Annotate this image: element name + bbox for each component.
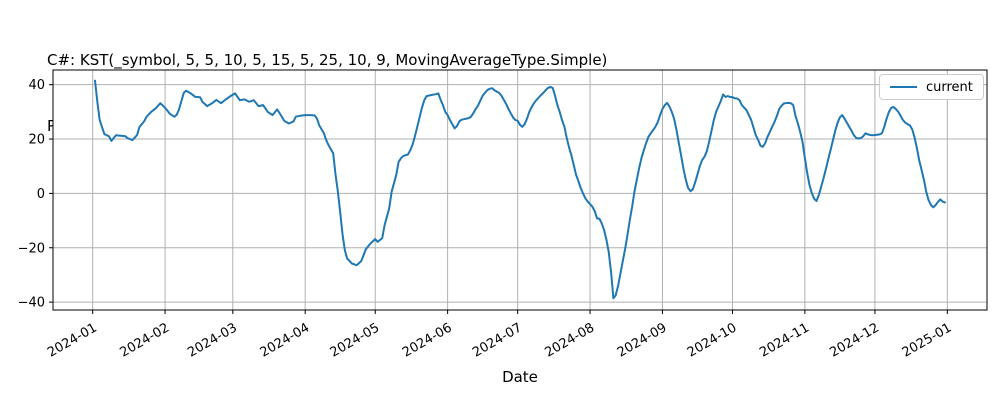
- x-tick-label: 2024-02: [118, 320, 173, 360]
- x-tick-label: 2024-09: [615, 320, 670, 360]
- y-tick-label: 20: [28, 133, 45, 148]
- y-tick-label: 40: [28, 78, 45, 93]
- x-tick-label: 2024-11: [757, 320, 812, 360]
- x-tick-label: 2024-08: [543, 320, 598, 360]
- plot-background: [53, 70, 987, 310]
- x-tick-label: 2025-01: [900, 320, 955, 360]
- legend-label: current: [926, 79, 973, 95]
- title-line-csharp: C#: KST(_symbol, 5, 5, 10, 5, 15, 5, 25,…: [47, 51, 608, 69]
- x-tick-label: 2024-07: [470, 320, 525, 360]
- legend-line-sample: [890, 86, 917, 88]
- x-tick-label: 2024-04: [258, 320, 313, 360]
- x-tick-label: 2024-03: [185, 320, 240, 360]
- x-tick-label: 2024-01: [45, 320, 100, 360]
- x-tick-label: 2024-06: [400, 320, 455, 360]
- x-tick-label: 2024-10: [685, 320, 740, 360]
- legend: current: [879, 74, 984, 100]
- y-tick-label: −40: [18, 296, 45, 311]
- plot-border: [52, 69, 988, 311]
- x-axis-label-wrap: Date: [0, 368, 1000, 386]
- y-tick-label: 0: [37, 187, 45, 202]
- x-axis-label: Date: [502, 368, 538, 386]
- x-tick-label: 2024-05: [328, 320, 383, 360]
- series-line-current: [94, 79, 946, 300]
- y-tick-label: −20: [18, 241, 45, 256]
- x-tick-label: 2024-12: [827, 320, 882, 360]
